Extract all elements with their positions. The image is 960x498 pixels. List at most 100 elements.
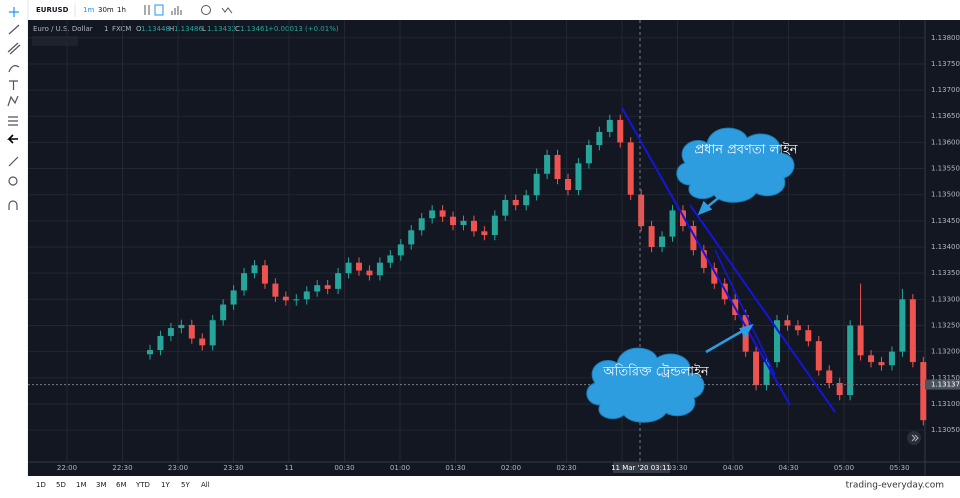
trend-line [621,107,791,406]
candle-body [575,163,582,190]
alert[interactable] [221,7,233,14]
symbol[interactable]: EURUSD [36,6,69,14]
candle-body [261,265,268,284]
zoom-tool[interactable] [8,176,18,186]
candle-body [669,210,676,237]
candle-body [554,154,561,180]
legend-change: +0.00013 (+0.01%) [268,25,339,33]
y-tick-label: 1.13250 [931,321,960,329]
measure-tool[interactable] [8,116,18,126]
back-tool[interactable] [7,134,18,144]
legend-source: FXCM [112,25,131,33]
x-tick-label: 00:30 [334,464,354,472]
x-tick-label: 05:30 [889,464,909,472]
candle-body [293,299,300,301]
candle-style[interactable] [154,4,164,16]
trendline-tool[interactable] [8,24,20,35]
range-button[interactable]: YTD [135,481,150,489]
candle-body [282,296,289,301]
legend-value: 1.13486 [174,25,203,33]
candle-body [868,355,875,363]
brush-tool[interactable] [8,65,20,73]
last-price-tag [925,379,960,390]
legend-key: H [169,25,174,33]
range-button[interactable]: 3M [96,481,107,489]
pattern-tool[interactable] [7,95,19,107]
range-button[interactable]: 5D [56,481,66,489]
y-tick-label: 1.13400 [931,243,960,251]
candle-body [397,244,404,256]
bottom-bar [0,476,960,494]
chart-area [28,20,960,476]
candle-body [450,216,457,226]
candle-body [690,226,697,251]
candle-body [596,131,603,146]
bar-style[interactable] [144,5,150,15]
x-tick-label: 23:00 [168,464,188,472]
candle-body [711,267,718,284]
legend-interval: 1 [104,25,108,33]
candle-body [888,351,895,366]
candle-body [565,179,571,190]
x-tick-label: 02:30 [556,464,576,472]
candle-body [585,145,592,164]
y-tick-label: 1.13550 [931,165,960,173]
y-tick-label: 1.13600 [931,138,960,146]
candle-body [774,320,780,363]
candle-body [805,330,812,342]
scroll-button[interactable] [907,431,921,445]
fib-tool[interactable] [7,42,21,55]
candle-body [753,351,760,386]
x-tick-label: 23:30 [223,464,243,472]
candle-body [303,291,310,300]
y-tick-label: 1.13200 [931,348,960,356]
range-button[interactable]: 6M [116,481,127,489]
y-tick-label: 1.13100 [931,400,960,408]
x-tick-label: 04:30 [778,464,798,472]
candle-body [794,325,801,331]
crosshair-label: 11 Mar '20 03:11 [611,464,671,472]
candle-body [314,285,321,292]
candle-body [659,236,666,248]
candle-body [418,218,425,231]
range-button[interactable]: 5Y [181,481,190,489]
candle-body [544,154,551,174]
x-tick-label: 04:00 [723,464,743,472]
y-tick-label: 1.13500 [931,191,960,199]
magnet-tool[interactable] [8,200,18,210]
y-tick-label: 1.13150 [931,374,960,382]
range-button[interactable]: All [201,481,210,489]
candle-body [199,338,206,346]
interval[interactable]: 30m [98,6,114,14]
x-tick-label: 01:30 [445,464,465,472]
last-price-label: 1.13137 [931,381,960,389]
candle-body [408,230,415,245]
x-tick-label: 01:00 [390,464,410,472]
candle-body [366,270,373,276]
candle-body [429,210,436,219]
legend-key: O [136,25,142,33]
indicators[interactable] [171,6,182,15]
compare[interactable] [201,5,211,15]
arrows [697,189,754,354]
interval[interactable]: 1m [83,6,94,14]
crosshair-tool[interactable] [9,7,19,17]
interval[interactable]: 1h [117,6,126,14]
candle-body [178,324,185,329]
range-button[interactable]: 1Y [161,481,170,489]
range-button[interactable]: 1D [36,481,46,489]
candle-body [356,262,362,271]
annotation: অতিরিক্ত ট্রেন্ডলাইন [602,364,708,380]
candle-body [920,362,927,421]
legend-value: 1.13432 [207,25,236,33]
candle-body [857,325,864,356]
y-tick-label: 1.13650 [931,112,960,120]
candle-body [439,210,446,217]
ruler-tool[interactable] [8,156,19,167]
text-tool[interactable] [9,80,18,90]
candle-body [345,262,352,274]
range-button[interactable]: 1M [76,481,87,489]
candle-body [209,320,216,346]
candle-body [533,173,540,196]
